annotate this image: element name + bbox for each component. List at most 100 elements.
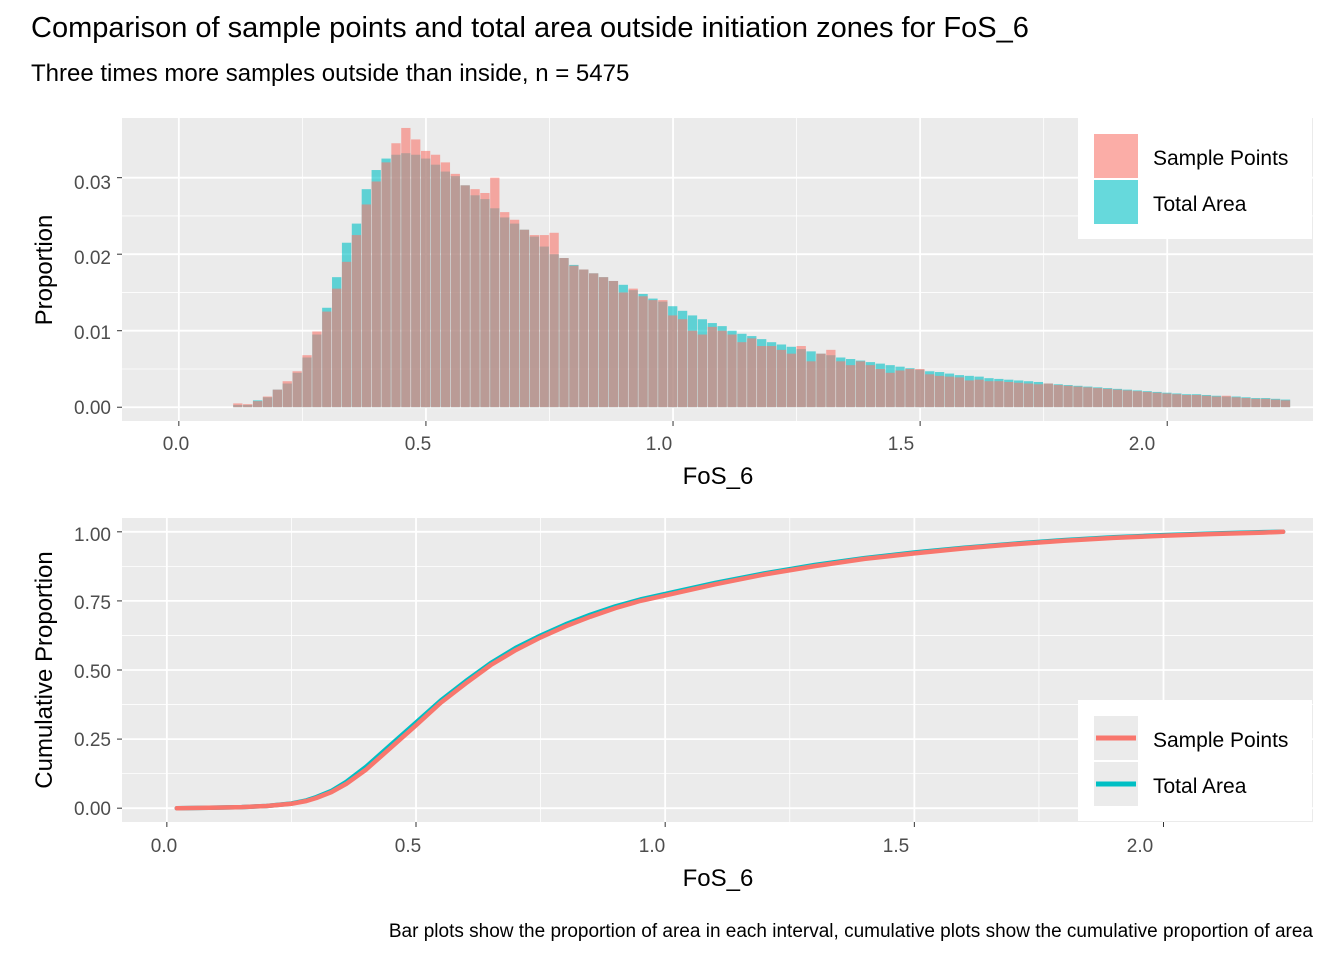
sample-points-bar	[944, 376, 955, 408]
cumulative-xtick-label: 0.0	[151, 836, 177, 857]
legend-label-total-area: Total Area	[1153, 775, 1247, 798]
sample-points-bar	[687, 330, 698, 408]
histogram-ytick-label: 0.03	[74, 173, 111, 194]
sample-points-bar	[608, 280, 619, 408]
sample-points-bar	[727, 334, 737, 408]
sample-points-bar	[1043, 383, 1053, 408]
sample-points-bar	[1280, 400, 1291, 408]
sample-points-bar	[638, 296, 648, 408]
chart-title: Comparison of sample points and total ar…	[31, 12, 1029, 44]
sample-points-bar	[925, 374, 935, 408]
cumulative-ytick-label: 0.00	[74, 799, 111, 820]
sample-points-bar	[766, 346, 777, 408]
sample-points-bar	[1162, 393, 1172, 408]
histogram-axis-ticks	[117, 177, 1168, 426]
sample-points-bar	[598, 277, 609, 408]
sample-points-bar	[1083, 387, 1093, 408]
cumulative-y-axis-title: Cumulative Proportion	[31, 551, 58, 788]
sample-points-bar	[262, 396, 273, 408]
sample-points-bar	[648, 300, 658, 408]
sample-points-bar	[836, 361, 846, 408]
cumulative-ytick-label: 0.25	[74, 730, 111, 751]
cumulative-xtick-label: 2.0	[1127, 836, 1153, 857]
sample-points-bar	[826, 349, 836, 408]
sample-points-bar	[401, 127, 411, 408]
sample-points-bar	[1231, 397, 1241, 408]
sample-points-bar	[717, 330, 727, 408]
sample-points-bar	[243, 404, 253, 408]
sample-points-bar	[1033, 384, 1044, 408]
sample-points-bar	[737, 342, 747, 408]
sample-points-bar	[1132, 391, 1142, 408]
sample-points-bar	[559, 258, 569, 408]
chart-subtitle: Three times more samples outside than in…	[31, 60, 630, 87]
sample-points-bar	[974, 379, 984, 408]
legend-label-sample-points: Sample Points	[1153, 147, 1288, 170]
sample-points-bar	[1004, 381, 1014, 408]
sample-points-bar	[865, 365, 876, 408]
sample-points-bar	[934, 375, 945, 408]
sample-points-bar	[1251, 398, 1261, 408]
sample-points-bar	[1023, 383, 1034, 408]
sample-points-bar	[1063, 385, 1073, 408]
sample-points-bar	[895, 370, 905, 408]
cumulative-x-axis-title: FoS_6	[683, 865, 754, 892]
cumulative-ytick-label: 0.50	[74, 662, 111, 683]
sample-points-bar	[1211, 396, 1221, 408]
sample-points-bar	[915, 368, 925, 408]
sample-points-bar	[332, 288, 342, 408]
sample-points-bar	[440, 162, 451, 408]
sample-points-bar	[490, 177, 500, 408]
cumulative-ytick-label: 0.75	[74, 593, 111, 614]
sample-points-bar	[539, 235, 549, 408]
sample-points-bar	[954, 377, 964, 408]
cumulative-xtick-label: 1.0	[639, 836, 665, 857]
sample-points-bar	[569, 265, 579, 408]
legend-label-total-area: Total Area	[1153, 193, 1247, 216]
histogram-x-axis-title: FoS_6	[683, 463, 754, 490]
sample-points-bar	[994, 381, 1004, 408]
sample-points-bar	[1270, 399, 1281, 408]
sample-points-bar	[1172, 394, 1182, 408]
sample-points-bar	[757, 346, 767, 408]
sample-points-bar	[579, 269, 589, 408]
histogram-xtick-label: 0.0	[163, 434, 189, 455]
legend-key-total-area	[1094, 180, 1138, 224]
figure-caption: Bar plots show the proportion of area in…	[388, 921, 1313, 942]
sample-points-cumulative-line	[174, 529, 1286, 811]
sample-points-bar	[420, 150, 431, 408]
cumulative-legend: Sample Points Total Area	[1078, 700, 1312, 821]
cumulative-panel: 0.00 0.25 0.50 0.75 1.00 0.0 0.5 1.0 1.5…	[31, 518, 1313, 892]
sample-points-bar	[1014, 382, 1024, 408]
sample-points-bar	[1182, 394, 1192, 408]
histogram-legend: Sample Points Total Area	[1078, 118, 1312, 239]
cumulative-gridlines	[122, 518, 1313, 822]
sample-points-bar	[885, 372, 895, 408]
histogram-xtick-label: 2.0	[1129, 434, 1155, 455]
sample-points-bar	[450, 173, 460, 408]
sample-points-bar	[677, 319, 688, 408]
sample-points-bar	[628, 288, 638, 408]
histogram-xtick-label: 1.5	[888, 434, 914, 455]
sample-points-bar	[341, 261, 352, 408]
sample-points-bar	[1191, 394, 1202, 408]
histogram-ytick-label: 0.00	[74, 398, 111, 419]
sample-points-bar	[668, 315, 678, 408]
sample-points-bar	[460, 185, 470, 408]
cumulative-lines	[174, 529, 1286, 811]
sample-points-bar	[252, 401, 263, 408]
sample-points-bar	[480, 192, 490, 408]
histogram-panel: 0.00 0.01 0.02 0.03 0.0 0.5 1.0 1.5 2.0 …	[31, 118, 1313, 490]
sample-points-bar	[1093, 388, 1103, 408]
sample-points-bar	[1112, 389, 1123, 408]
sample-points-bar	[1152, 392, 1162, 408]
cumulative-ytick-label: 1.00	[74, 525, 111, 546]
sample-points-bar	[1142, 391, 1152, 408]
sample-points-bar	[371, 181, 381, 408]
sample-points-bars	[233, 127, 1291, 408]
sample-points-bar	[786, 353, 796, 408]
sample-points-bar	[381, 162, 391, 408]
sample-points-bar	[470, 189, 480, 408]
sample-points-bar	[282, 381, 292, 408]
